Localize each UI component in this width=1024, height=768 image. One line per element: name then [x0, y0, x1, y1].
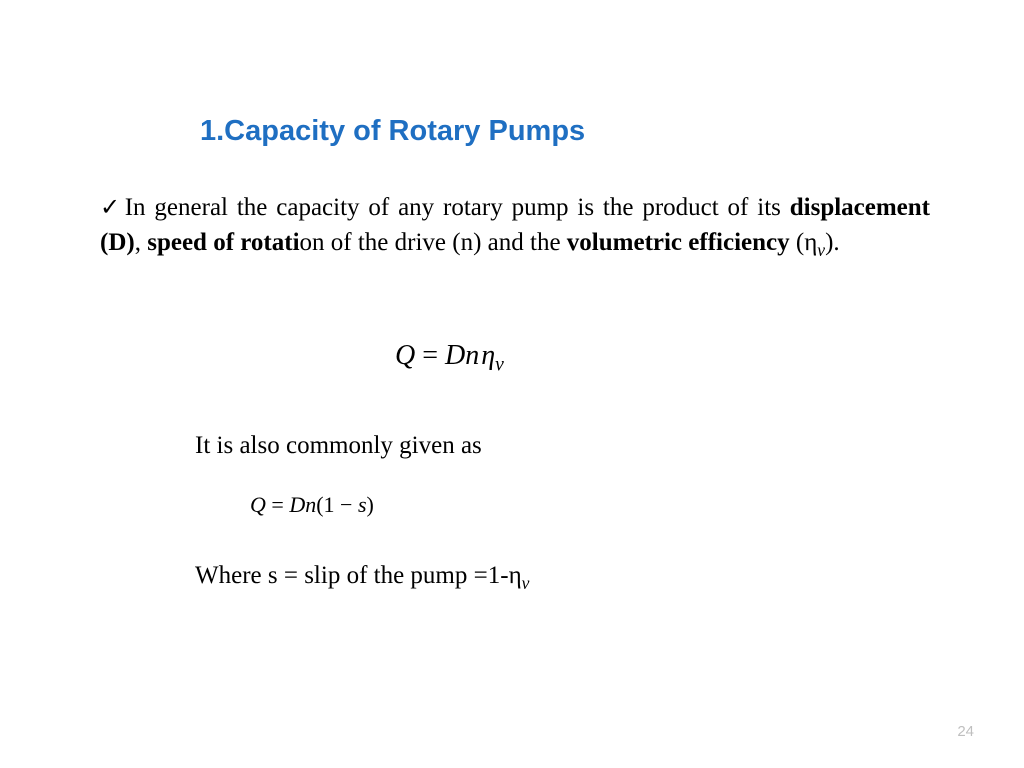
eq2-D: D — [289, 492, 305, 517]
eq2-equals: = — [266, 492, 289, 517]
eq2-Q: Q — [250, 492, 266, 517]
line3-text: Where s = slip of the pump =1- — [195, 562, 509, 589]
para-bold-voleff: volumetric efficiency — [567, 229, 790, 256]
para-text-3: on of the drive (n) and the — [300, 229, 567, 256]
eq2-n: n — [305, 492, 316, 517]
line-where-slip: Where s = slip of the pump =1-ηv — [195, 562, 529, 594]
eq2-close: ) — [367, 492, 374, 517]
eq2-open: (1 — [316, 492, 334, 517]
eq1-Q: Q — [395, 340, 415, 371]
para-eta-sub: v — [817, 240, 825, 260]
para-text-5: ). — [825, 229, 840, 256]
eq2-s: s — [358, 492, 367, 517]
eq2-minus: − — [335, 492, 358, 517]
eq1-eta: η — [481, 340, 495, 371]
eq1-equals: = — [415, 340, 445, 371]
para-eta: η — [804, 229, 817, 256]
equation-1: Q = Dnηv — [395, 340, 504, 377]
equation-2: Q = Dn(1 − s) — [250, 492, 374, 518]
para-text-4: ( — [790, 229, 805, 256]
checkmark-icon: ✓ — [100, 194, 123, 221]
eq1-D: D — [445, 340, 465, 371]
slide: 1.Capacity of Rotary Pumps ✓In general t… — [0, 0, 1024, 768]
page-number: 24 — [957, 723, 974, 740]
eq1-n: n — [465, 340, 479, 371]
para-text-1: In general the capacity of any rotary pu… — [125, 194, 790, 221]
line3-eta-sub: v — [522, 573, 530, 593]
eq1-eta-sub: v — [495, 355, 504, 376]
line3-eta: η — [509, 562, 522, 589]
line-also-given: It is also commonly given as — [195, 432, 482, 460]
para-text-2: , — [135, 229, 148, 256]
body-paragraph: ✓In general the capacity of any rotary p… — [100, 190, 930, 263]
para-bold-speed: speed of rotati — [147, 229, 299, 256]
slide-title: 1.Capacity of Rotary Pumps — [200, 115, 585, 148]
